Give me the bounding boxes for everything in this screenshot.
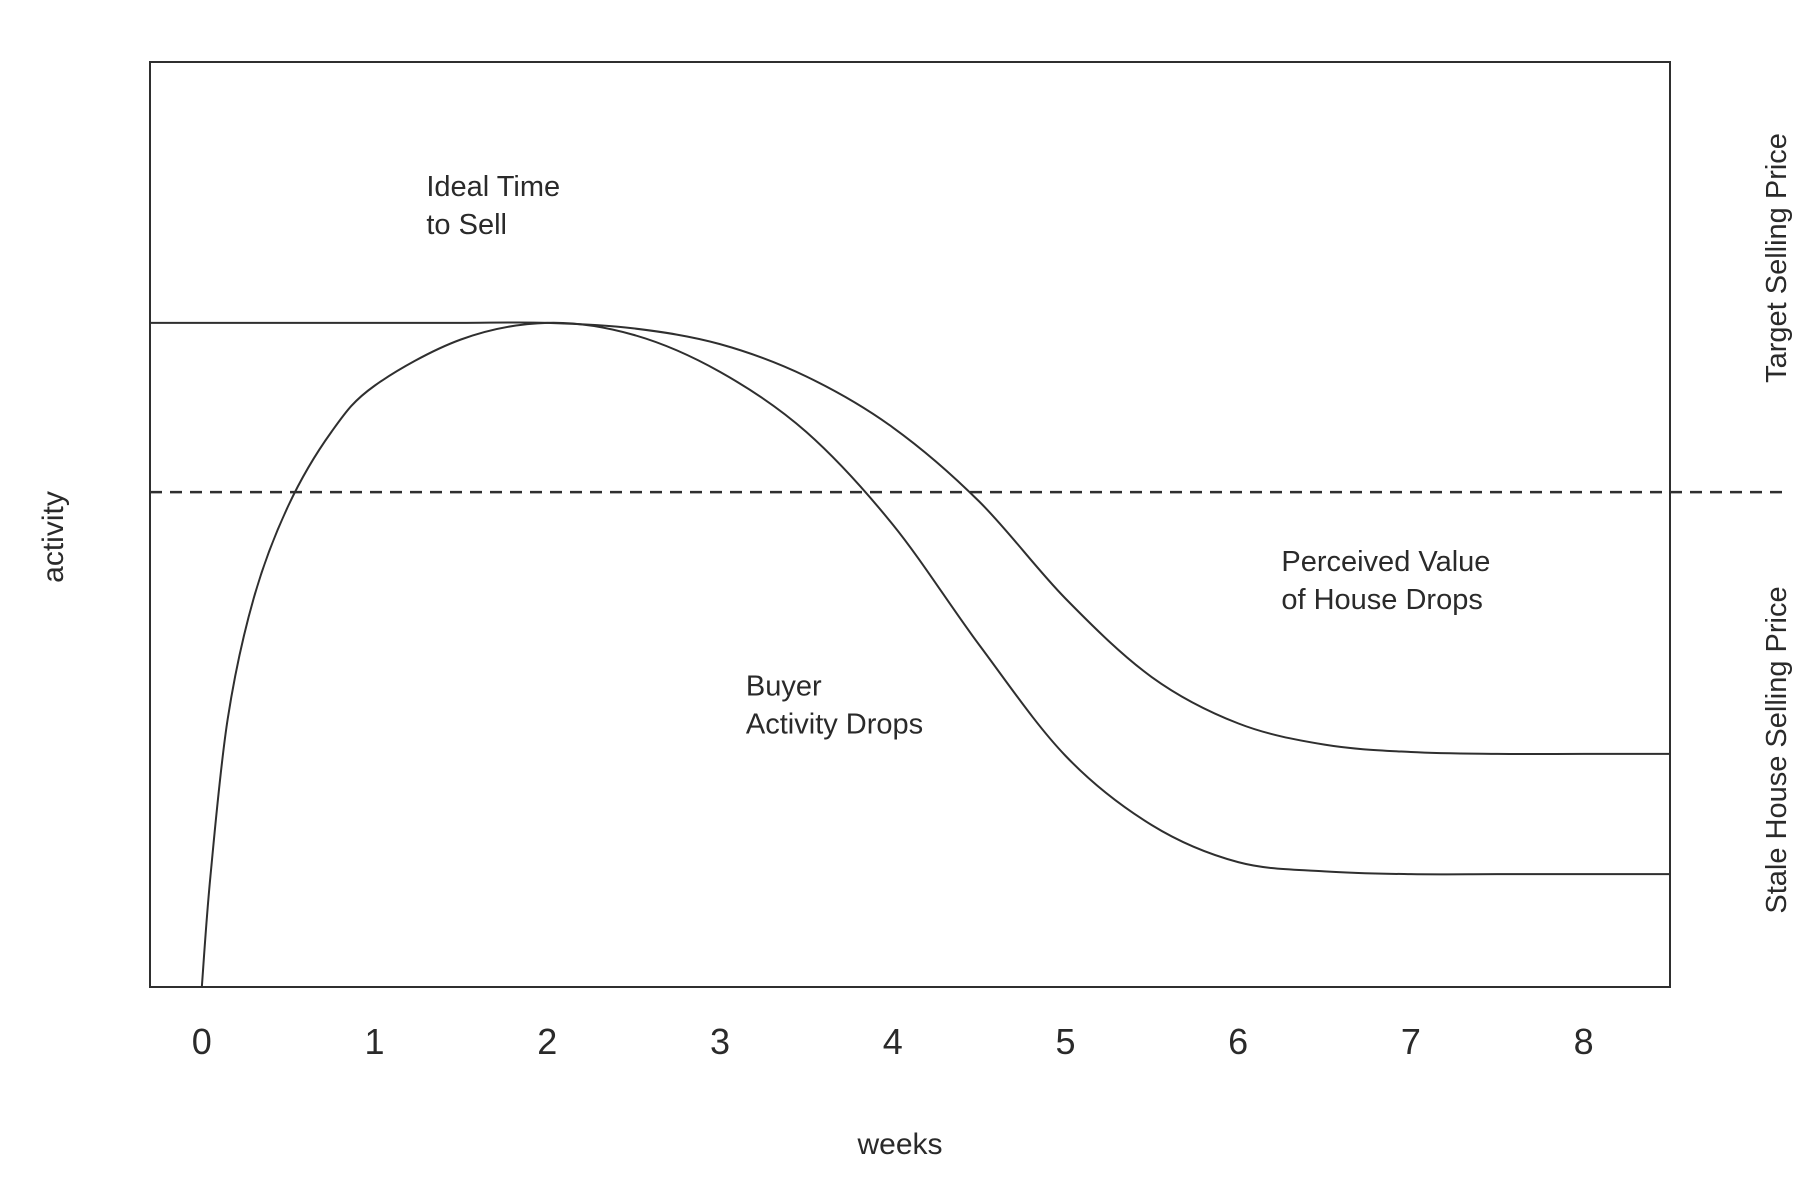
x-tick-label: 5 [1055, 1021, 1075, 1062]
y-axis-label: activity [37, 491, 70, 583]
plot-frame [149, 61, 1671, 988]
x-tick-label: 8 [1574, 1021, 1594, 1062]
x-axis-label: weeks [856, 1128, 942, 1161]
x-tick-label: 0 [192, 1021, 212, 1062]
x-tick-layer: 0 1 2 3 4 5 6 7 8 [192, 1021, 1594, 1062]
x-tick-label: 6 [1228, 1021, 1248, 1062]
x-tick-label: 7 [1401, 1021, 1421, 1062]
x-tick-label: 2 [537, 1021, 557, 1062]
right-label-lower: Stale House Selling Price [1761, 586, 1793, 913]
x-tick-label: 1 [365, 1021, 385, 1062]
x-tick-label: 4 [883, 1021, 903, 1062]
right-label-upper: Target Selling Price [1761, 133, 1793, 383]
series-line-1 [150, 321, 1670, 756]
annotation-3: Buyer Activity Drops [746, 671, 923, 741]
annotation-layer: Ideal Time to Sell Perceived Value of House… [426, 171, 1490, 741]
annotation-1: Ideal Time to Sell [426, 171, 560, 241]
x-tick-label: 3 [710, 1021, 730, 1062]
annotation-2: Perceived Value of House Drops [1281, 546, 1490, 616]
series-line-2 [200, 321, 1670, 988]
series-layer [150, 321, 1670, 988]
